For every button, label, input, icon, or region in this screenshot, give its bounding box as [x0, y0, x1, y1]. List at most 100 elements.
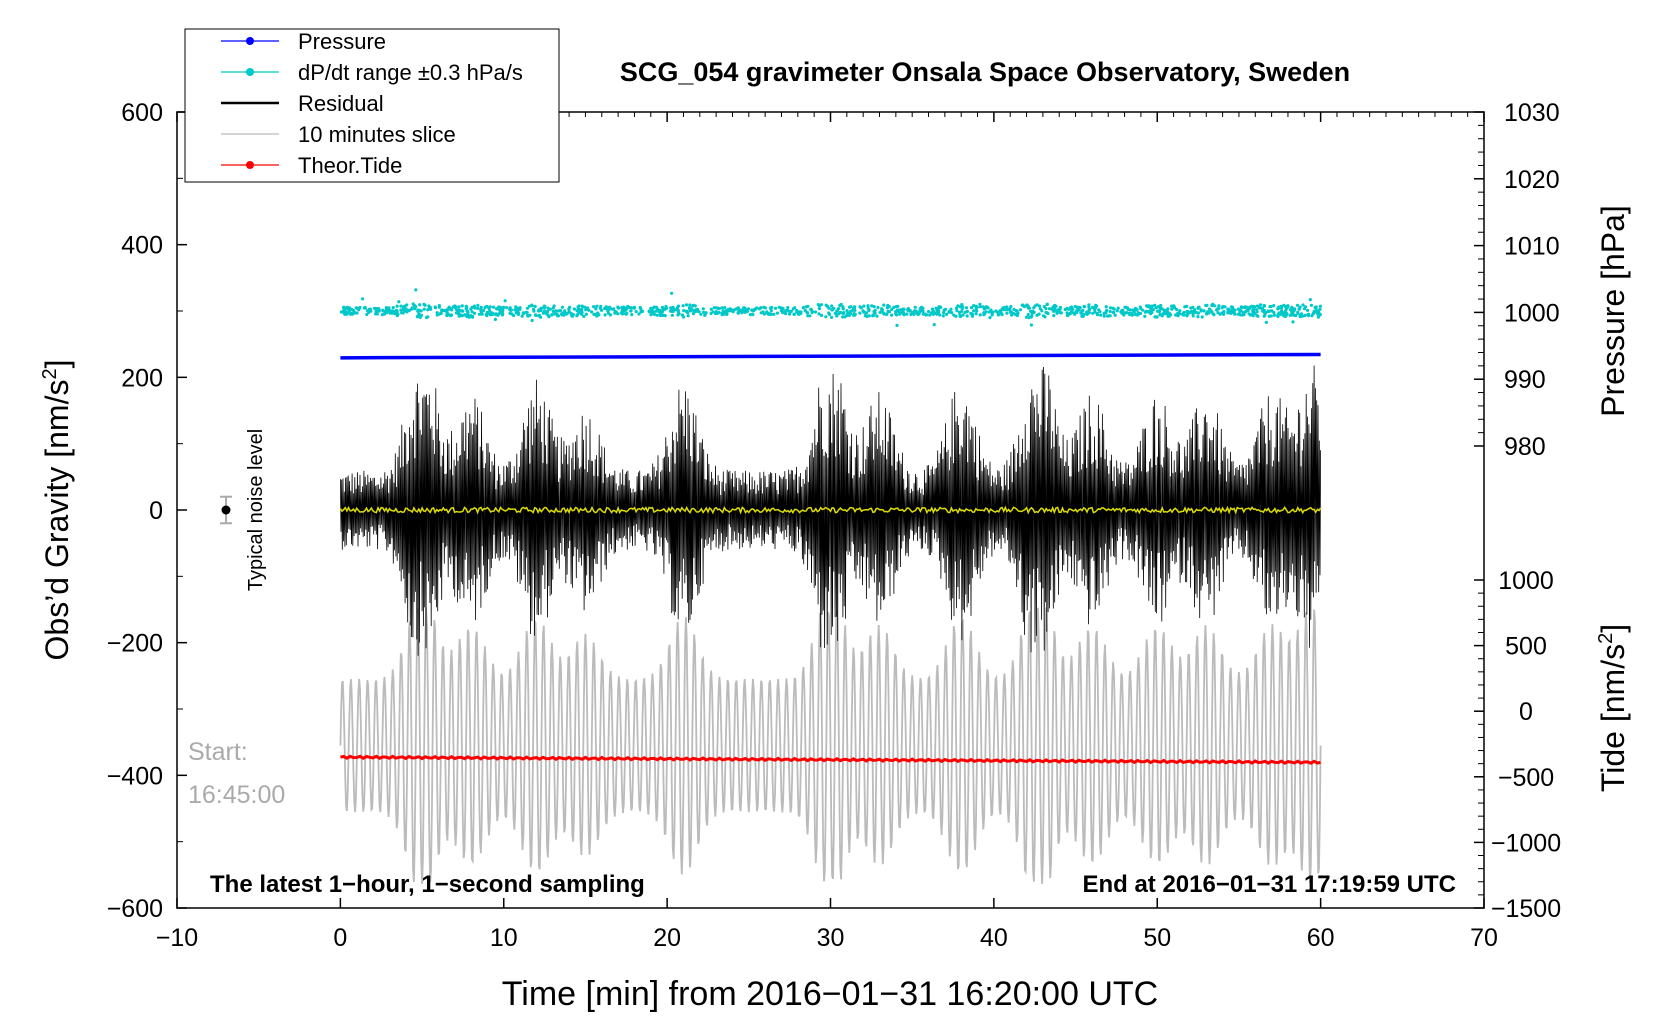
- legend-label: Pressure: [298, 29, 386, 54]
- dpdt-point: [670, 291, 674, 295]
- dpdt-point: [970, 314, 975, 318]
- dpdt-point: [954, 306, 959, 310]
- dpdt-point: [572, 307, 577, 311]
- dpdt-point: [1052, 309, 1056, 313]
- dpdt-point: [935, 312, 939, 316]
- dpdt-point: [472, 311, 477, 315]
- dpdt-point: [451, 305, 456, 309]
- dpdt-point: [1262, 308, 1266, 313]
- dpdt-point: [1196, 315, 1200, 319]
- dpdt-point: [1009, 310, 1014, 314]
- dpdt-point: [650, 307, 654, 311]
- dpdt-point: [567, 307, 571, 311]
- noise-point: [221, 505, 231, 515]
- dpdt-point: [1314, 309, 1318, 313]
- dpdt-point: [1284, 311, 1288, 315]
- dpdt-point: [448, 313, 452, 317]
- dpdt-point: [1009, 305, 1013, 309]
- noise-marker: [220, 495, 233, 525]
- dpdt-point: [1015, 309, 1019, 313]
- dpdt-point: [597, 313, 601, 317]
- x-tick-label: 40: [980, 924, 1008, 952]
- dpdt-point: [1133, 312, 1137, 316]
- dpdt-point: [849, 305, 853, 309]
- dpdt-point: [637, 312, 641, 316]
- dpdt-point: [876, 305, 880, 310]
- dpdt-point: [1082, 305, 1087, 309]
- dpdt-point: [433, 306, 438, 310]
- dpdt-point: [887, 310, 892, 314]
- dpdt-point: [1097, 308, 1101, 312]
- dpdt-point: [964, 306, 969, 310]
- dpdt-point: [769, 312, 773, 316]
- dpdt-point: [1085, 311, 1089, 315]
- dpdt-point: [892, 305, 896, 309]
- dpdt-point: [965, 309, 970, 314]
- dpdt-point: [1236, 312, 1240, 316]
- dpdt-point: [1163, 311, 1167, 315]
- dpdt-point: [419, 309, 423, 313]
- dpdt-point: [1072, 311, 1076, 315]
- dpdt-point: [1018, 308, 1023, 312]
- dpdt-point: [1081, 314, 1085, 318]
- dpdt-point: [988, 316, 992, 320]
- dpdt-point: [410, 307, 414, 311]
- dpdt-point: [974, 304, 978, 308]
- dpdt-point: [813, 310, 818, 314]
- start-label-line2: 16:45:00: [188, 781, 285, 809]
- dpdt-point: [551, 306, 555, 310]
- dpdt-point: [882, 312, 886, 316]
- dpdt-point: [732, 308, 736, 312]
- dpdt-point: [1242, 305, 1246, 309]
- dpdt-point: [1251, 309, 1255, 314]
- dpdt-point: [978, 313, 982, 317]
- dpdt-point: [799, 310, 803, 314]
- dpdt-point: [639, 310, 643, 314]
- dpdt-point: [930, 307, 935, 311]
- dpdt-point: [911, 311, 915, 315]
- dpdt-point: [537, 314, 541, 318]
- dpdt-point: [554, 309, 558, 313]
- dpdt-point: [1236, 307, 1240, 311]
- dpdt-point: [546, 306, 550, 310]
- y-tide-tick-label: 0: [1519, 698, 1533, 726]
- dpdt-point: [788, 312, 792, 316]
- dpdt-point: [772, 312, 776, 316]
- dpdt-point: [805, 311, 809, 315]
- dpdt-point: [654, 309, 658, 313]
- dpdt-point: [500, 313, 505, 317]
- dpdt-point: [1044, 306, 1048, 311]
- dpdt-point: [358, 305, 362, 310]
- dpdt-point: [563, 309, 567, 313]
- dpdt-point: [841, 307, 845, 311]
- dpdt-point: [723, 306, 727, 310]
- dpdt-point: [1047, 307, 1052, 311]
- dpdt-point: [1151, 308, 1155, 312]
- dpdt-point: [1303, 313, 1307, 318]
- dpdt-point: [395, 304, 399, 308]
- dpdt-point: [924, 313, 928, 317]
- dpdt-point: [687, 306, 692, 310]
- dpdt-point: [908, 309, 912, 313]
- dpdt-point: [1216, 311, 1220, 315]
- dpdt-point: [1181, 313, 1185, 317]
- dpdt-point: [1229, 305, 1234, 309]
- dpdt-point: [961, 313, 965, 317]
- dpdt-point: [581, 305, 585, 309]
- dpdt-point: [961, 305, 965, 309]
- dpdt-point: [905, 312, 909, 316]
- y-left-tick-label: −600: [107, 895, 163, 923]
- dpdt-point: [1269, 304, 1273, 309]
- dpdt-point: [1286, 304, 1290, 308]
- pressure-series: [340, 352, 1321, 360]
- dpdt-point: [498, 309, 502, 313]
- dpdt-point: [1157, 305, 1161, 309]
- y-pressure-tick-label: 1010: [1504, 233, 1560, 261]
- dpdt-point: [1306, 313, 1310, 317]
- y-left-tick-label: −400: [107, 762, 163, 790]
- dpdt-point: [880, 309, 884, 313]
- legend-marker: [246, 68, 254, 76]
- dpdt-point: [1043, 315, 1047, 319]
- dpdt-point: [629, 306, 634, 310]
- legend-label: Residual: [298, 91, 384, 116]
